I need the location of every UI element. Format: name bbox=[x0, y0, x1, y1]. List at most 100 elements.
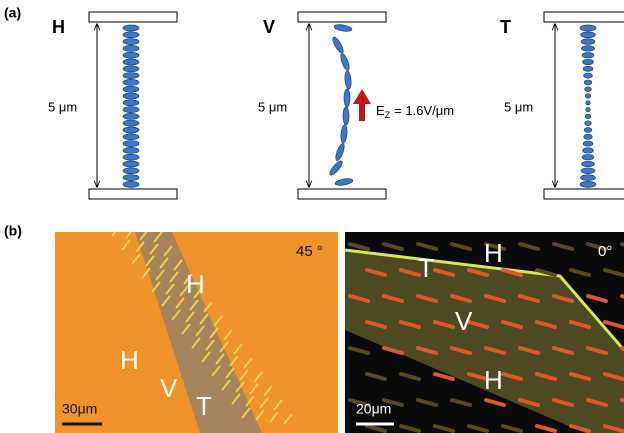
dash bbox=[365, 372, 387, 381]
dash bbox=[111, 232, 117, 237]
dash bbox=[535, 268, 557, 277]
molecule bbox=[582, 147, 594, 154]
dashes bbox=[348, 242, 624, 433]
field-subscript: Z bbox=[385, 110, 391, 120]
dash bbox=[569, 268, 591, 277]
dash bbox=[484, 398, 506, 407]
dash bbox=[569, 372, 591, 381]
dash bbox=[173, 259, 183, 271]
molecule bbox=[583, 127, 593, 133]
molecule bbox=[584, 120, 592, 126]
dash bbox=[263, 385, 273, 397]
panel-label: (a) bbox=[4, 5, 21, 21]
region-label: H bbox=[484, 365, 503, 395]
dash bbox=[225, 367, 235, 379]
dash bbox=[484, 294, 506, 303]
dash bbox=[235, 381, 245, 393]
dash bbox=[139, 232, 148, 241]
dash bbox=[151, 281, 161, 293]
molecule bbox=[122, 119, 140, 127]
dash bbox=[121, 239, 131, 251]
molecule bbox=[122, 160, 140, 168]
molecule bbox=[583, 133, 593, 140]
molecule bbox=[122, 38, 140, 45]
dash bbox=[501, 320, 523, 329]
dash bbox=[518, 346, 540, 355]
cell-label: H bbox=[52, 17, 65, 37]
plate bbox=[543, 188, 624, 200]
region-label: H bbox=[186, 269, 205, 299]
region-label: T bbox=[418, 253, 434, 283]
scale-bar-label: 20μm bbox=[356, 401, 391, 417]
dash bbox=[169, 271, 179, 283]
molecule bbox=[340, 124, 348, 144]
region-label: H bbox=[484, 238, 503, 268]
dash bbox=[603, 320, 624, 329]
molecule bbox=[579, 24, 597, 32]
dash bbox=[215, 353, 225, 365]
dash bbox=[586, 346, 608, 355]
field-symbol: E bbox=[376, 103, 385, 118]
molecule bbox=[584, 86, 592, 92]
dash bbox=[348, 398, 370, 407]
dash bbox=[501, 372, 523, 381]
molecule bbox=[580, 31, 596, 39]
cell-label: V bbox=[263, 17, 275, 37]
molecule bbox=[122, 181, 140, 188]
region-label: T bbox=[196, 391, 212, 421]
dash bbox=[185, 311, 195, 323]
dash bbox=[159, 257, 169, 269]
dash bbox=[552, 242, 574, 251]
molecule bbox=[580, 167, 596, 175]
edge bbox=[345, 248, 624, 351]
region-label: V bbox=[455, 306, 473, 336]
molecule bbox=[581, 52, 595, 59]
dash bbox=[399, 268, 421, 277]
molecule bbox=[122, 167, 140, 175]
molecule bbox=[342, 106, 350, 126]
molecule bbox=[333, 24, 353, 32]
dash bbox=[518, 242, 540, 251]
dash bbox=[586, 398, 608, 407]
region-label: V bbox=[160, 373, 178, 403]
plate bbox=[88, 11, 178, 23]
dash bbox=[569, 320, 591, 329]
dash bbox=[229, 355, 239, 367]
molecule bbox=[332, 36, 344, 54]
dash bbox=[399, 320, 421, 329]
dash bbox=[165, 283, 175, 295]
dash bbox=[416, 346, 438, 355]
dash bbox=[450, 242, 472, 251]
dash bbox=[181, 323, 191, 335]
dash bbox=[382, 346, 404, 355]
dash bbox=[223, 329, 233, 341]
dash bbox=[586, 294, 608, 303]
dash bbox=[239, 369, 249, 381]
angle-label: 45 ° bbox=[296, 243, 323, 260]
molecule bbox=[122, 85, 140, 93]
molecule bbox=[583, 72, 593, 79]
dash bbox=[365, 268, 387, 277]
molecule bbox=[122, 31, 140, 39]
scale-bar-label: 30μm bbox=[62, 401, 97, 417]
dash bbox=[450, 294, 472, 303]
molecule bbox=[122, 65, 140, 73]
dash bbox=[221, 379, 231, 391]
dash bbox=[382, 242, 404, 251]
thickness-label: 5 μm bbox=[258, 99, 287, 114]
dash bbox=[467, 320, 489, 329]
dash bbox=[149, 243, 159, 255]
dash bbox=[433, 372, 455, 381]
dash bbox=[603, 372, 624, 381]
dash bbox=[399, 372, 421, 381]
dash bbox=[241, 407, 251, 419]
dashes bbox=[111, 232, 293, 425]
dash bbox=[253, 371, 263, 383]
dash bbox=[484, 242, 506, 251]
dash bbox=[416, 398, 438, 407]
dash bbox=[467, 268, 489, 277]
dash bbox=[161, 295, 171, 307]
plate bbox=[543, 11, 624, 23]
dash bbox=[501, 424, 523, 433]
molecule bbox=[581, 45, 595, 52]
